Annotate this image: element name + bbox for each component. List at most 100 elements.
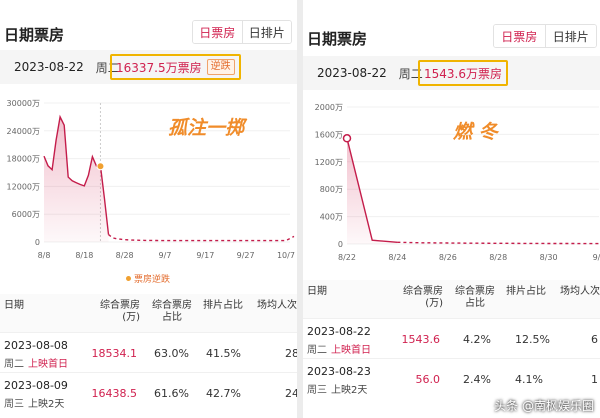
col-date: 日期 (4, 300, 24, 311)
y-tick-label: 30000万 (7, 99, 40, 108)
page-title: 日期票房 (4, 26, 65, 44)
x-tick-label: 8/22 (338, 253, 356, 262)
gross-chart-svg[interactable]: 2000万 1600万 1200万 800万 400万 0 8/22 8/24 8/26 8/28… (303, 96, 600, 276)
row-date: 2023-08-08 (4, 339, 68, 352)
daily-table: 日期 综合票房 (万) 综合票房 占比 排片占比 场均人次 2023-08-08 周… (0, 294, 297, 412)
gross-highlight-box: 1543.6万票房 (418, 60, 508, 86)
page-title: 日期票房 (307, 30, 368, 48)
gross-highlight-box: 16337.5万票房 逆跌 (110, 54, 241, 80)
x-tick-label: 8/18 (75, 251, 93, 260)
row-date: 2023-08-09 (4, 379, 68, 392)
col-gross: 综合票房 (万) (100, 300, 140, 323)
selected-gross: 16337.5万票房 (116, 60, 202, 75)
y-tick-label: 24000万 (7, 127, 40, 136)
tab-daily-gross[interactable]: 日票房 (494, 25, 546, 47)
gross-chart: 2000万 1600万 1200万 800万 400万 0 8/22 8/24 8/26 8/28… (303, 96, 600, 276)
x-tick-label: 8/28 (489, 253, 507, 262)
selected-date: 2023-08-22 (14, 60, 84, 74)
row-gross-share: 61.6% (154, 387, 189, 400)
row-avg-attendance: 1 (591, 373, 598, 386)
movie-name-watermark: 孤注一掷 (168, 117, 248, 139)
y-tick-label: 1600万 (315, 130, 343, 139)
col-gross-share: 综合票房 占比 (152, 300, 192, 323)
row-avg-attendance: 6 (591, 333, 598, 346)
selected-date-bar: 2023-08-22 周二 16337.5万票房 逆跌 (0, 50, 297, 84)
x-tick-label: 8/8 (38, 251, 51, 260)
row-screen-share: 12.5% (515, 333, 550, 346)
row-screen-share: 41.5% (206, 347, 241, 360)
col-avg-attendance: 场均人次 (257, 300, 297, 311)
gross-chart: 30000万 24000万 18000万 12000万 6000万 0 8/8 8/18 8/2… (0, 92, 297, 288)
series-line-dashed (108, 234, 295, 242)
selected-weekday: 周二 (398, 66, 423, 81)
panel-divider (297, 0, 303, 418)
y-tick-label: 6000万 (12, 210, 40, 219)
x-tick-label: 8/24 (388, 253, 406, 262)
y-tick-label: 2000万 (315, 103, 343, 112)
box-office-panel-left: 日期票房 日票房 日排片 2023-08-22 周二 16337.5万票房 逆跌… (0, 0, 297, 418)
x-tick-label: 8/26 (439, 253, 457, 262)
table-header: 日期 综合票房 (万) 综合票房 占比 排片占比 场均人次 (303, 280, 600, 318)
col-screen-share: 排片占比 (506, 286, 546, 297)
row-avg-attendance: 24 (285, 387, 297, 400)
y-tick-label: 1200万 (315, 158, 343, 167)
row-gross: 16438.5 (91, 387, 138, 400)
y-tick-label: 800万 (320, 185, 343, 194)
row-avg-attendance: 28 (285, 347, 297, 360)
row-day-label: 周三 上映2天 (4, 399, 65, 410)
chart-legend: 票房逆跌 (126, 272, 170, 285)
y-tick-label: 0 (35, 238, 40, 247)
row-gross-share: 4.2% (463, 333, 491, 346)
col-avg-attendance: 场均人次 (560, 286, 600, 297)
tab-daily-screenings[interactable]: 日排片 (242, 21, 291, 43)
counter-rise-badge: 逆跌 (206, 59, 235, 75)
source-watermark: 头条 @南枫娱乐圈 (494, 399, 594, 413)
table-row[interactable]: 2023-08-09 周三 上映2天 16438.5 61.6% 42.7% 24 (0, 372, 297, 412)
table-header: 日期 综合票房 (万) 综合票房 占比 排片占比 场均人次 (0, 294, 297, 332)
box-office-panel-right: 日期票房 日票房 日排片 2023-08-22 周二 1543.6万票房 200… (303, 0, 600, 418)
row-gross-share: 2.4% (463, 373, 491, 386)
row-gross: 18534.1 (91, 347, 138, 360)
tab-daily-screenings[interactable]: 日排片 (545, 25, 596, 47)
selected-point-marker[interactable] (342, 134, 352, 143)
x-tick-label: 8/30 (540, 253, 558, 262)
col-gross-share: 综合票房 占比 (455, 286, 495, 309)
y-tick-label: 400万 (320, 213, 343, 222)
row-gross: 1543.6 (401, 333, 441, 346)
x-tick-label: 9/7 (159, 251, 172, 260)
series-line (346, 138, 398, 243)
row-day-label: 周二 上映首日 (4, 359, 68, 370)
gross-chart-svg[interactable]: 30000万 24000万 18000万 12000万 6000万 0 8/8 8/18 8/2… (0, 92, 297, 288)
row-day-label: 周三 上映2天 (307, 385, 368, 396)
x-tick-label: 8/28 (116, 251, 134, 260)
table-row[interactable]: 2023-08-23 周三 上映2天 56.0 2.4% 4.1% 1 (303, 358, 600, 398)
x-tick-label: 10/7 (277, 251, 295, 260)
table-row[interactable]: 2023-08-22 周二 上映首日 1543.6 4.2% 12.5% 6 (303, 318, 600, 358)
row-date: 2023-08-23 (307, 365, 371, 378)
daily-table: 日期 综合票房 (万) 综合票房 占比 排片占比 场均人次 2023-08-22 周… (303, 280, 600, 398)
table-row[interactable]: 2023-08-08 周二 上映首日 18534.1 63.0% 41.5% 28 (0, 332, 297, 372)
col-date: 日期 (307, 286, 327, 297)
y-tick-label: 0 (338, 240, 343, 249)
series-area (347, 138, 398, 244)
selected-gross: 1543.6万票房 (424, 66, 502, 81)
row-gross-share: 63.0% (154, 347, 189, 360)
row-screen-share: 4.1% (515, 373, 543, 386)
tab-group: 日票房 日排片 (192, 20, 292, 44)
selected-date-bar: 2023-08-22 周二 1543.6万票房 (303, 56, 600, 90)
series-area (44, 116, 109, 242)
selected-date: 2023-08-22 (317, 66, 387, 80)
selected-weekday: 周二 (95, 60, 120, 75)
x-tick-label: 9/17 (196, 251, 214, 260)
tab-group: 日票房 日排片 (493, 24, 597, 48)
x-tick-label: 9/27 (237, 251, 255, 260)
row-day-label: 周二 上映首日 (307, 345, 371, 356)
y-tick-label: 12000万 (7, 182, 40, 191)
col-screen-share: 排片占比 (203, 300, 243, 311)
selected-point-marker[interactable] (96, 162, 105, 171)
y-tick-label: 18000万 (7, 155, 40, 164)
series-line-dashed (397, 241, 600, 245)
tab-daily-gross[interactable]: 日票房 (193, 21, 243, 43)
row-date: 2023-08-22 (307, 325, 371, 338)
movie-name-watermark: 燃 冬 (453, 121, 500, 143)
